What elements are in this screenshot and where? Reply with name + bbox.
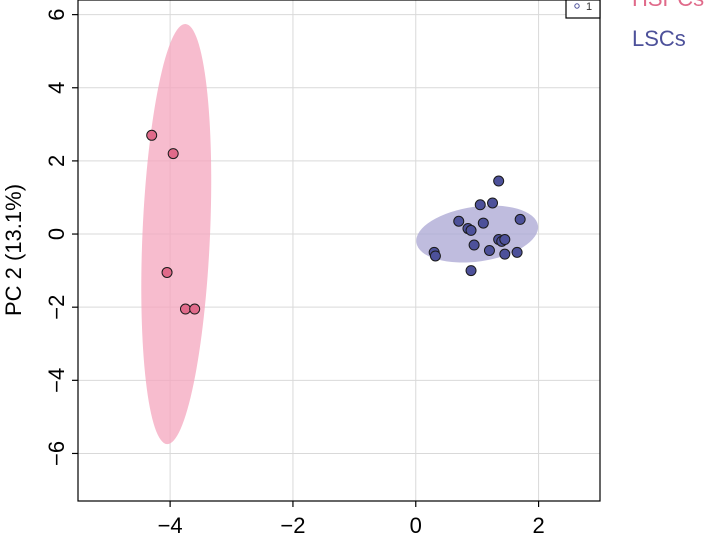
y-tick-label: 2 [44, 155, 69, 167]
point-lscs [474, 199, 486, 211]
x-tick-label: 2 [532, 513, 544, 538]
point-lscs [465, 224, 477, 236]
point-lscs [499, 248, 511, 260]
point-hspcs [161, 266, 173, 278]
y-tick-label: −2 [44, 295, 69, 320]
point-lscs [511, 246, 523, 258]
legend-entry-hspcs: HSPCs [632, 0, 704, 11]
point-lscs [499, 234, 511, 246]
legend-box-label: 1 [586, 1, 592, 13]
point-hspcs [146, 129, 158, 141]
ellipse-lscs [416, 205, 539, 263]
x-tick-label: 0 [410, 513, 422, 538]
y-axis-ticks: 6 4 2 0 −2 −4 −6 [44, 9, 78, 466]
y-tick-label: 0 [44, 228, 69, 240]
plot-frame [77, 0, 601, 502]
legend-box-marker [574, 3, 580, 9]
y-tick-label: −6 [44, 441, 69, 466]
legend-box: 1 [565, 0, 601, 19]
point-lscs [514, 213, 526, 225]
point-lscs [453, 215, 465, 227]
point-hspcs [167, 148, 179, 160]
ellipse-hspcs [141, 23, 212, 445]
point-lscs [477, 217, 489, 229]
data-points [146, 129, 526, 315]
point-lscs [483, 245, 495, 256]
x-tick-label: −4 [158, 513, 183, 538]
y-tick-label: 6 [44, 9, 69, 21]
y-tick-label: 4 [44, 82, 69, 94]
y-tick-label: −4 [44, 368, 69, 393]
x-axis-ticks: −4 −2 0 2 [158, 501, 545, 538]
x-tick-label: −2 [280, 513, 305, 538]
confidence-ellipses [141, 23, 539, 445]
point-lscs [487, 197, 499, 209]
legend-entry-lscs: LSCs [632, 26, 686, 51]
point-lscs [468, 239, 480, 251]
point-lscs [465, 265, 477, 277]
point-lscs [493, 175, 505, 187]
point-lscs [429, 250, 441, 262]
point-hspcs [189, 303, 201, 315]
point-hspcs [179, 303, 191, 315]
y-axis-label: PC 2 (13.1%) [1, 184, 26, 316]
